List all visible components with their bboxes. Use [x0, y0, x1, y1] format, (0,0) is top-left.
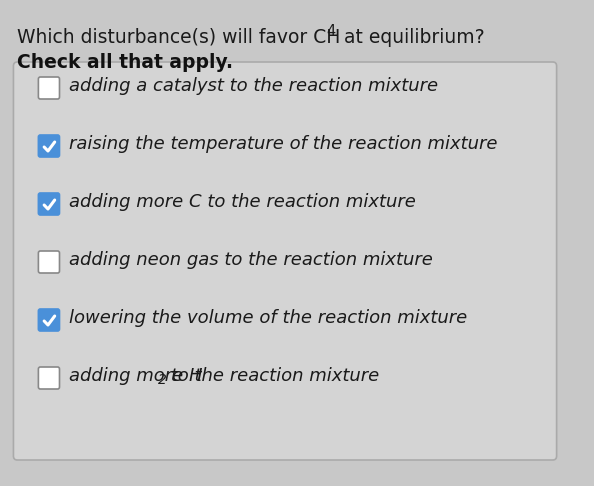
- FancyBboxPatch shape: [39, 309, 59, 331]
- Text: 4: 4: [326, 24, 336, 39]
- Text: adding more H: adding more H: [69, 367, 203, 385]
- Text: adding neon gas to the reaction mixture: adding neon gas to the reaction mixture: [69, 251, 433, 269]
- Text: adding more C to the reaction mixture: adding more C to the reaction mixture: [69, 193, 416, 211]
- FancyBboxPatch shape: [39, 251, 59, 273]
- Text: Check all that apply.: Check all that apply.: [17, 53, 233, 72]
- FancyBboxPatch shape: [39, 135, 59, 157]
- Text: adding a catalyst to the reaction mixture: adding a catalyst to the reaction mixtur…: [69, 77, 438, 95]
- Text: lowering the volume of the reaction mixture: lowering the volume of the reaction mixt…: [69, 309, 467, 327]
- Text: raising the temperature of the reaction mixture: raising the temperature of the reaction …: [69, 135, 498, 153]
- Text: 2: 2: [157, 373, 166, 387]
- FancyBboxPatch shape: [39, 193, 59, 215]
- FancyBboxPatch shape: [39, 77, 59, 99]
- Text: Which disturbance(s) will favor CH: Which disturbance(s) will favor CH: [17, 28, 340, 47]
- FancyBboxPatch shape: [39, 367, 59, 389]
- FancyBboxPatch shape: [14, 62, 557, 460]
- Text: to the reaction mixture: to the reaction mixture: [165, 367, 380, 385]
- Text: at equilibrium?: at equilibrium?: [338, 28, 485, 47]
